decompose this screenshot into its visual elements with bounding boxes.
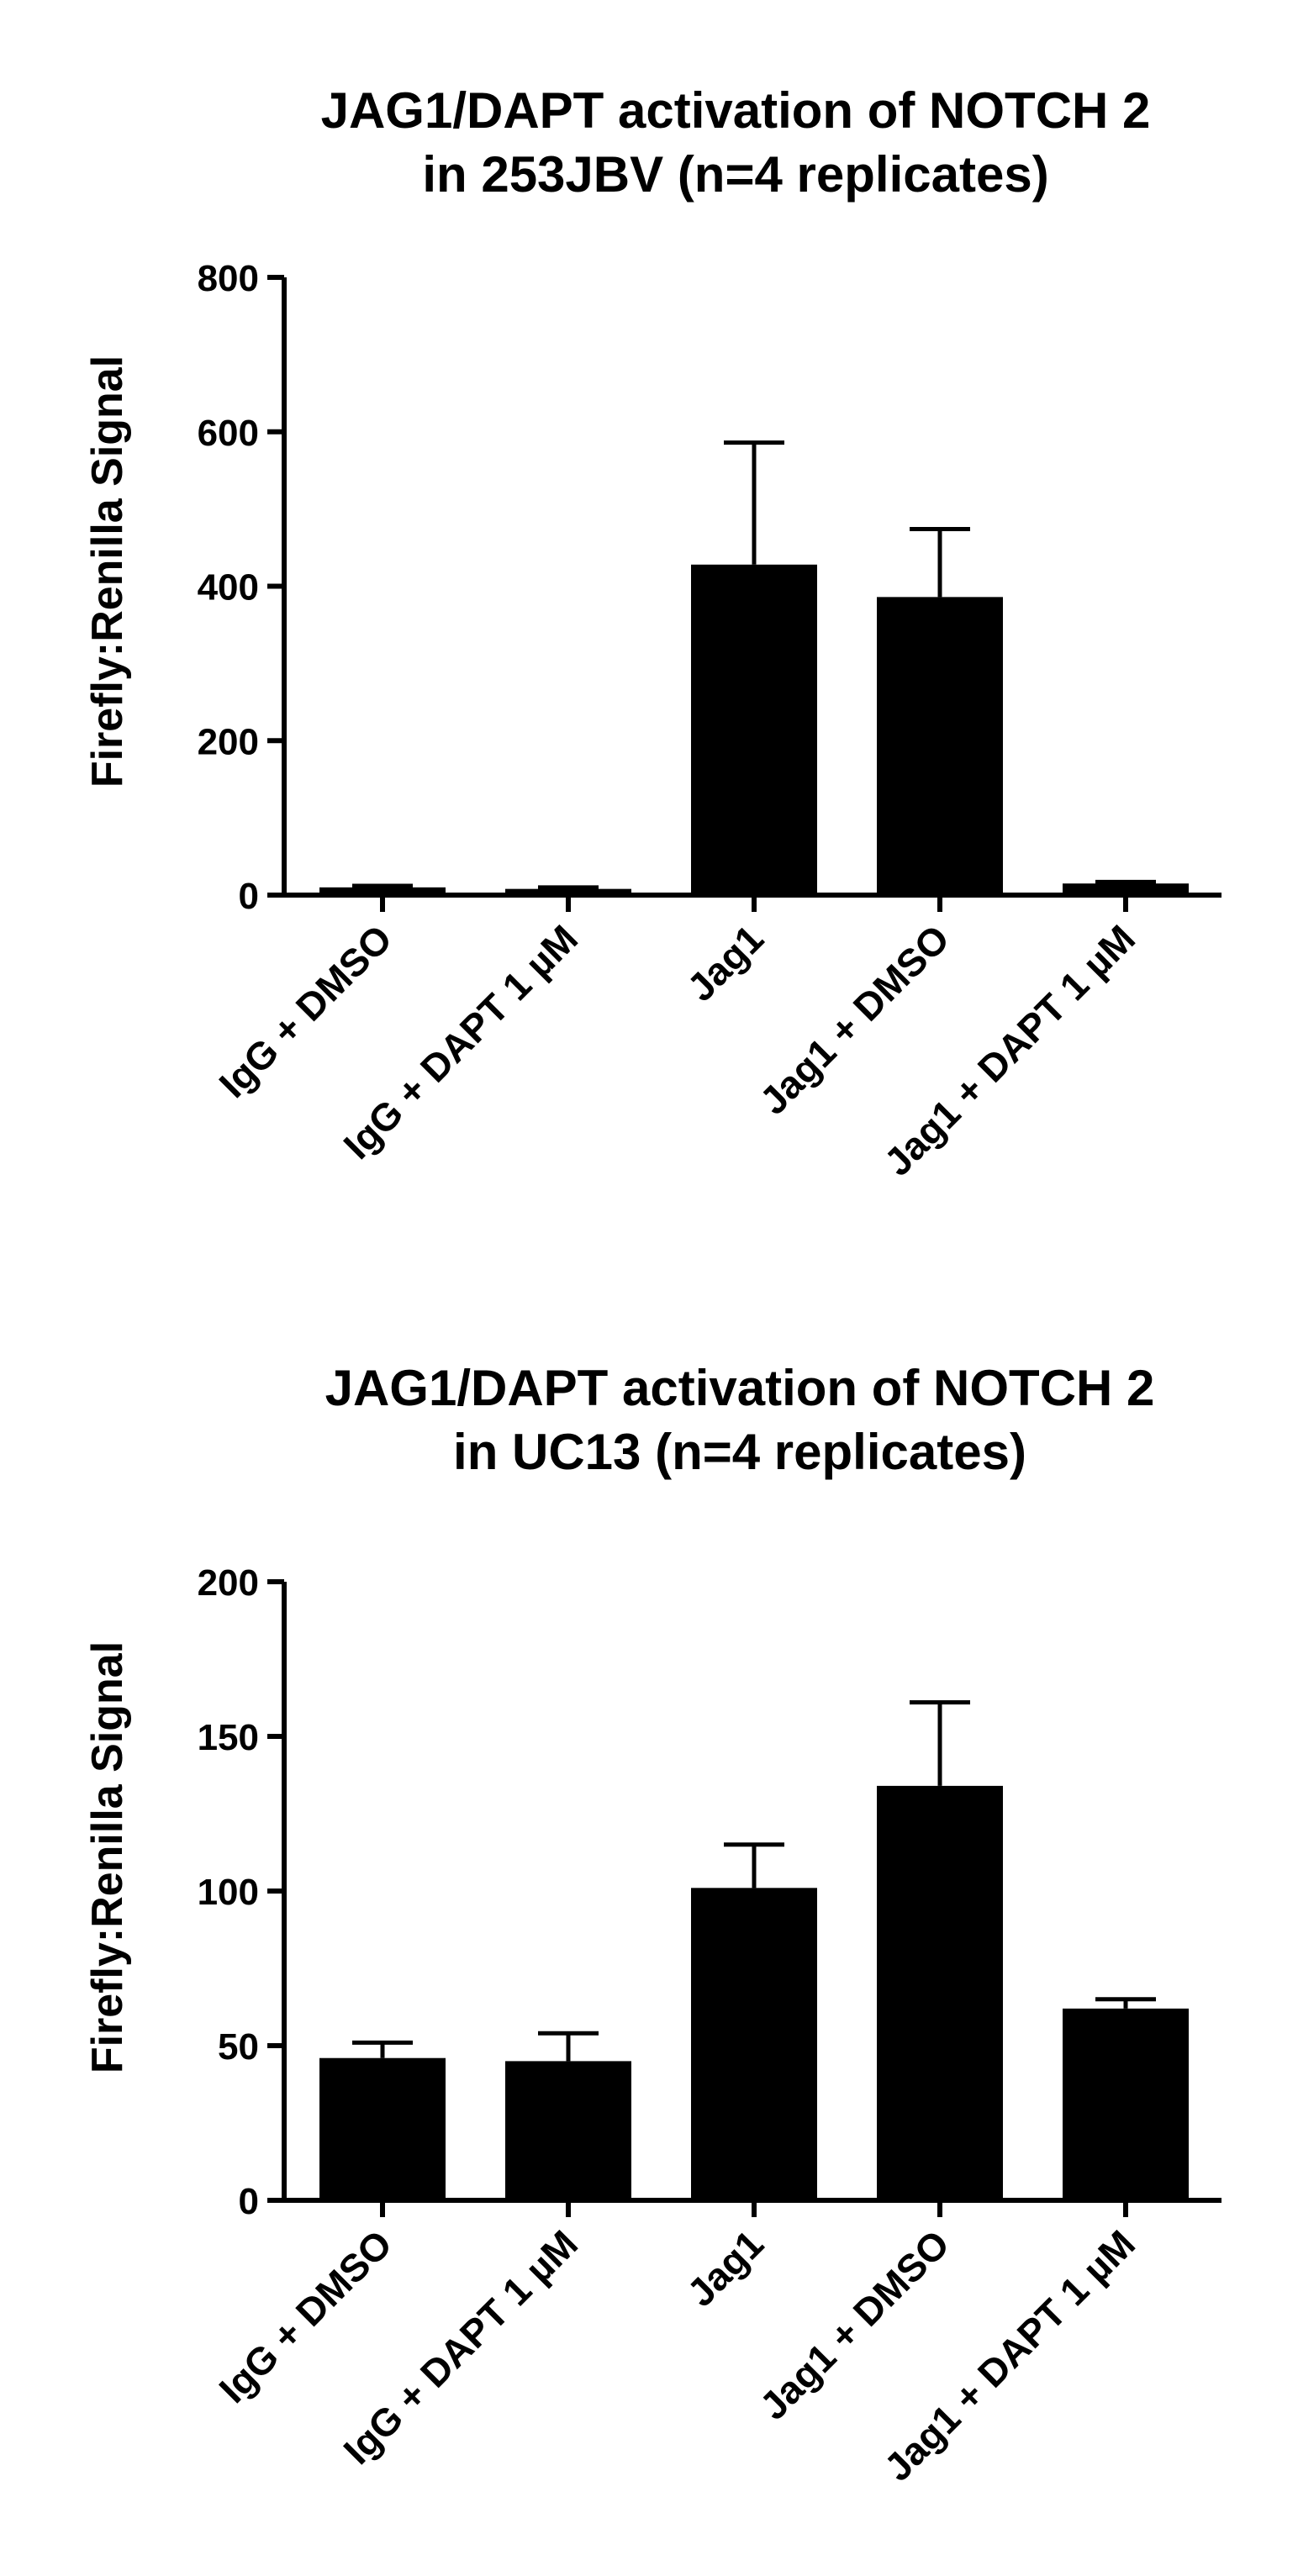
bar <box>319 2057 446 2200</box>
bars <box>319 1785 1189 2200</box>
bar <box>1063 2008 1189 2200</box>
chart-title-line-1: JAG1/DAPT activation of NOTCH 2 <box>321 82 1151 139</box>
x-tick-label: Jag1 + DMSO <box>752 2221 958 2428</box>
y-tick-label: 200 <box>198 721 259 762</box>
chart-title-line-1: JAG1/DAPT activation of NOTCH 2 <box>325 1360 1155 1416</box>
y-tick-label: 800 <box>198 258 259 299</box>
bar <box>877 1785 1003 2200</box>
x-tick-label: Jag1 <box>678 2221 772 2315</box>
y-tick-labels: 0 50 100 150 200 <box>198 1562 259 2222</box>
error-bars <box>352 1700 1156 2062</box>
bar <box>1063 883 1189 895</box>
y-tick-label: 200 <box>198 1562 259 1604</box>
bar <box>877 597 1003 895</box>
y-tick-label: 400 <box>198 567 259 608</box>
y-tick-labels: 0 200 400 600 800 <box>198 258 259 917</box>
chart-title-line-2: in UC13 (n=4 replicates) <box>453 1424 1026 1480</box>
chart-253jbv: JAG1/DAPT activation of NOTCH 2 in 253JB… <box>83 82 1221 1184</box>
x-tick-label: IgG + DMSO <box>210 916 400 1106</box>
chart-title-line-2: in 253JBV (n=4 replicates) <box>422 146 1048 203</box>
chart-uc13: JAG1/DAPT activation of NOTCH 2 in UC13 … <box>83 1360 1221 2489</box>
x-tick-label: IgG + DMSO <box>210 2221 400 2411</box>
bar <box>319 887 446 895</box>
bars <box>319 564 1189 895</box>
y-tick-label: 50 <box>218 2026 259 2068</box>
y-tick-label: 100 <box>198 1872 259 1913</box>
bar <box>505 888 631 895</box>
y-tick-label: 0 <box>239 2181 259 2222</box>
y-axis-label: Firefly:Renilla Signal <box>83 1641 132 2073</box>
y-axis-label: Firefly:Renilla Signal <box>83 356 132 788</box>
y-tick-label: 0 <box>239 876 259 917</box>
y-tick-label: 150 <box>198 1717 259 1758</box>
bar <box>691 564 817 895</box>
error-bars <box>352 440 1156 890</box>
bar <box>505 2061 631 2200</box>
y-tick-label: 600 <box>198 413 259 454</box>
x-tick-label: Jag1 <box>678 916 772 1009</box>
x-tick-label: Jag1 + DMSO <box>752 916 958 1123</box>
bar <box>691 1888 817 2200</box>
